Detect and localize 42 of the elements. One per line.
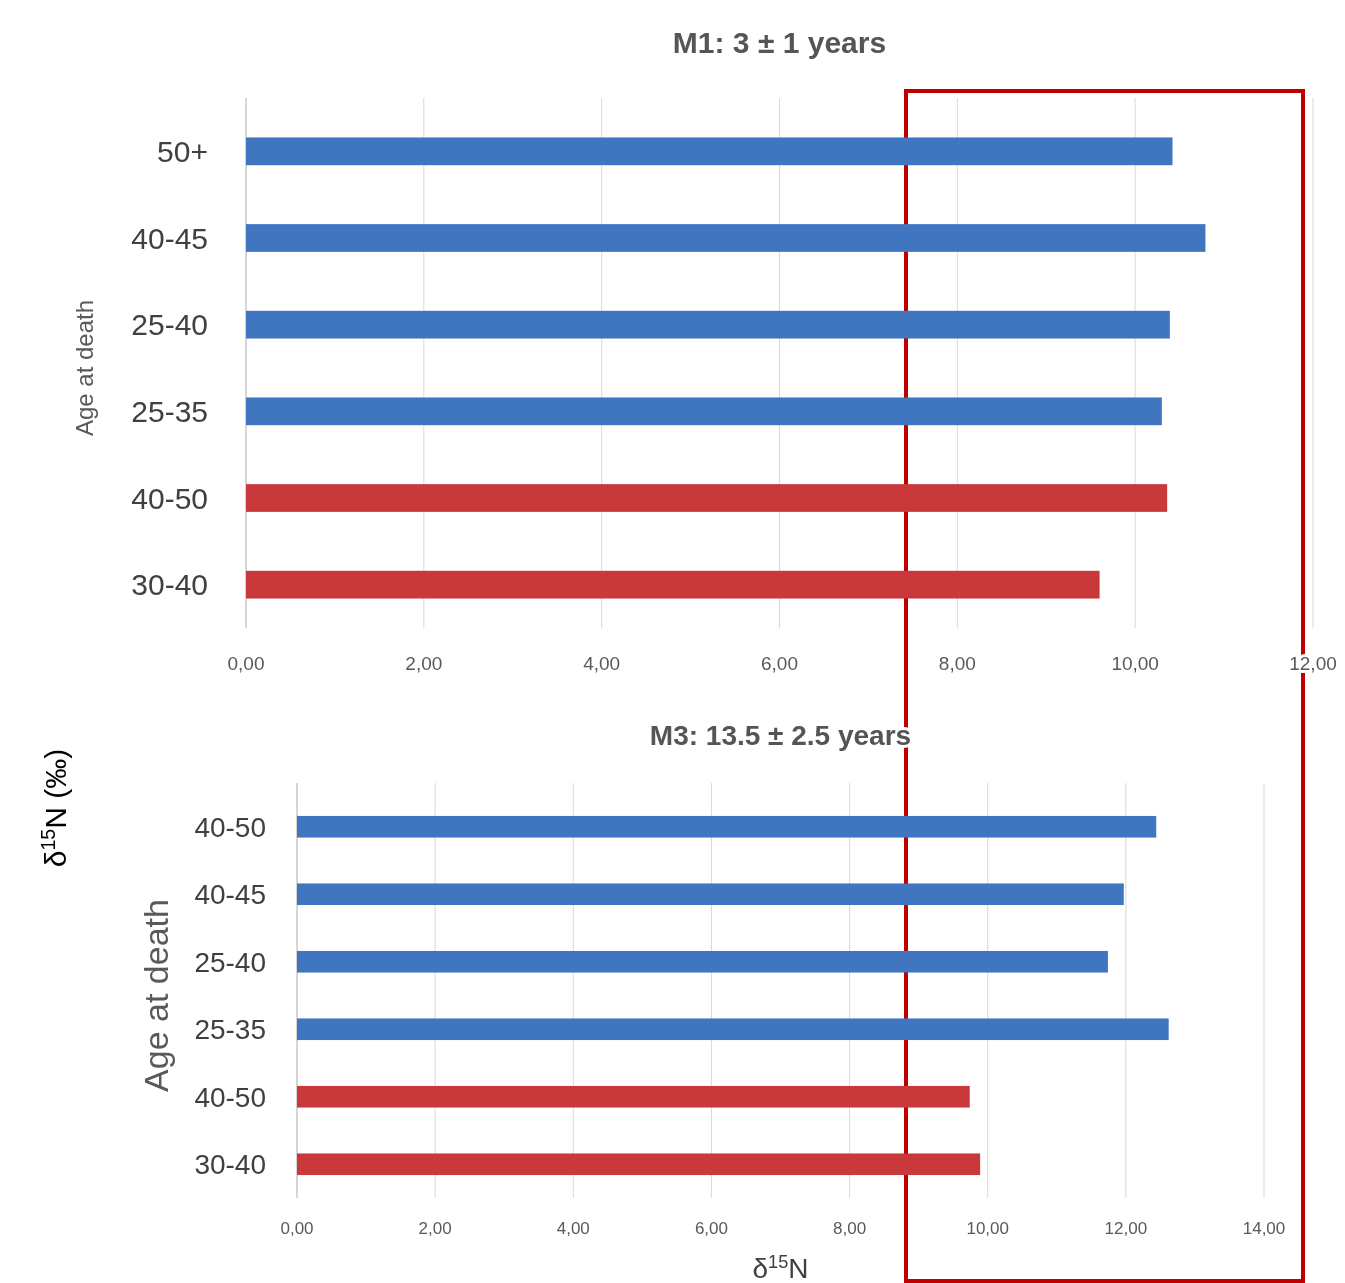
y-tick-label: 40-45: [131, 221, 208, 255]
bar: [246, 397, 1162, 426]
x-axis-title: δ$^{15}$N: [752, 1252, 809, 1283]
bar: [246, 224, 1206, 252]
bar: [297, 815, 1157, 838]
x-tick-label: 6,00: [761, 653, 798, 674]
bar: [246, 310, 1170, 339]
chart-title: M1: 3 ± 1 years: [672, 26, 887, 59]
x-tick-label: 0,00: [227, 653, 265, 674]
bar: [246, 137, 1173, 166]
x-tick-label: 2,00: [418, 1219, 452, 1238]
x-tick-label: 8,00: [938, 653, 976, 674]
bar: [297, 1018, 1169, 1041]
y-tick-label: 40-50: [194, 1081, 266, 1113]
x-tick-label: 6,00: [694, 1219, 728, 1238]
y-axis-title: Age at death: [71, 299, 98, 437]
y-tick-label: 30-40: [194, 1149, 266, 1181]
x-tick-label: 10,00: [1111, 653, 1159, 674]
y-tick-label: 25-40: [194, 946, 266, 978]
y-tick-label: 25-35: [194, 1014, 266, 1046]
bar: [297, 1153, 981, 1176]
x-tick-label: 10,00: [966, 1219, 1009, 1238]
y-tick-label: 50+: [157, 134, 208, 168]
y-tick-label: 40-45: [194, 879, 266, 911]
y-tick-label: 40-50: [131, 481, 208, 515]
x-tick-label: 0,00: [280, 1219, 314, 1238]
bar: [297, 883, 1124, 906]
y-tick-label: 40-50: [194, 811, 266, 843]
y-tick-label: 25-40: [131, 308, 208, 342]
y-axis-title: Age at death: [137, 899, 175, 1092]
x-tick-label: 2,00: [405, 653, 443, 674]
x-tick-label: 14,00: [1242, 1219, 1286, 1238]
x-tick-label: 4,00: [556, 1219, 590, 1238]
x-tick-label: 12,00: [1104, 1219, 1148, 1238]
bar: [246, 484, 1168, 512]
x-tick-label: 8,00: [833, 1219, 867, 1238]
x-tick-label: 4,00: [583, 653, 621, 674]
bar: [297, 1085, 970, 1108]
bar: [246, 570, 1100, 599]
y-tick-label: 25-35: [131, 394, 208, 428]
bar: [297, 950, 1108, 973]
y-tick-label: 30-40: [131, 568, 208, 602]
